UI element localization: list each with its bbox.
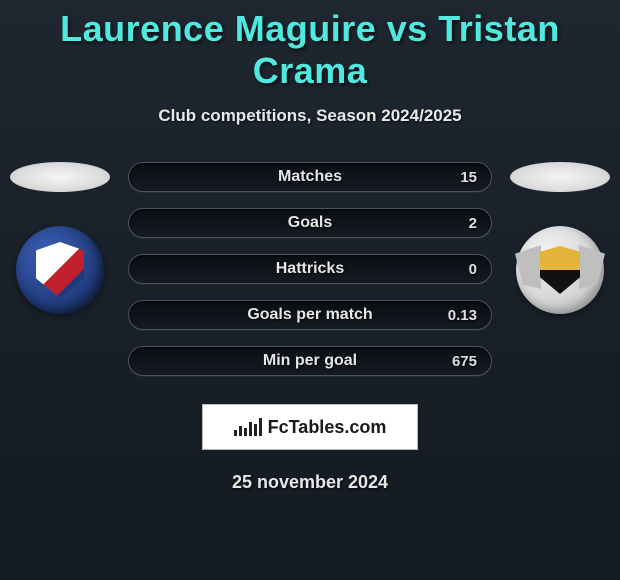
player-right-avatar-placeholder — [510, 162, 610, 192]
stat-row-hattricks: Hattricks 0 — [128, 254, 492, 284]
stat-right-value: 2 — [469, 215, 477, 232]
stat-row-matches: Matches 15 — [128, 162, 492, 192]
subtitle: Club competitions, Season 2024/2025 — [0, 106, 620, 126]
stat-label: Goals per match — [247, 306, 372, 324]
player-right-column — [510, 162, 610, 314]
player-right-club-badge — [516, 226, 604, 314]
source-logo-text: FcTables.com — [268, 417, 387, 438]
stat-right-value: 675 — [452, 353, 477, 370]
bars-icon — [234, 418, 262, 436]
player-left-column — [10, 162, 110, 314]
comparison-panel: Matches 15 Goals 2 Hattricks 0 Goals per… — [0, 126, 620, 392]
page-title: Laurence Maguire vs Tristan Crama — [0, 0, 620, 92]
stat-right-value: 0 — [469, 261, 477, 278]
stat-list: Matches 15 Goals 2 Hattricks 0 Goals per… — [110, 162, 510, 392]
player-left-club-badge — [16, 226, 104, 314]
stat-label: Min per goal — [263, 352, 357, 370]
stat-label: Goals — [288, 214, 332, 232]
stat-row-goals-per-match: Goals per match 0.13 — [128, 300, 492, 330]
stat-label: Matches — [278, 168, 342, 186]
stat-row-min-per-goal: Min per goal 675 — [128, 346, 492, 376]
stat-right-value: 15 — [460, 169, 477, 186]
chesterfield-crest-icon — [36, 242, 84, 298]
snapshot-date: 25 november 2024 — [0, 472, 620, 493]
stat-label: Hattricks — [276, 260, 344, 278]
stat-right-value: 0.13 — [448, 307, 477, 324]
player-left-avatar-placeholder — [10, 162, 110, 192]
stat-row-goals: Goals 2 — [128, 208, 492, 238]
source-logo[interactable]: FcTables.com — [202, 404, 418, 450]
